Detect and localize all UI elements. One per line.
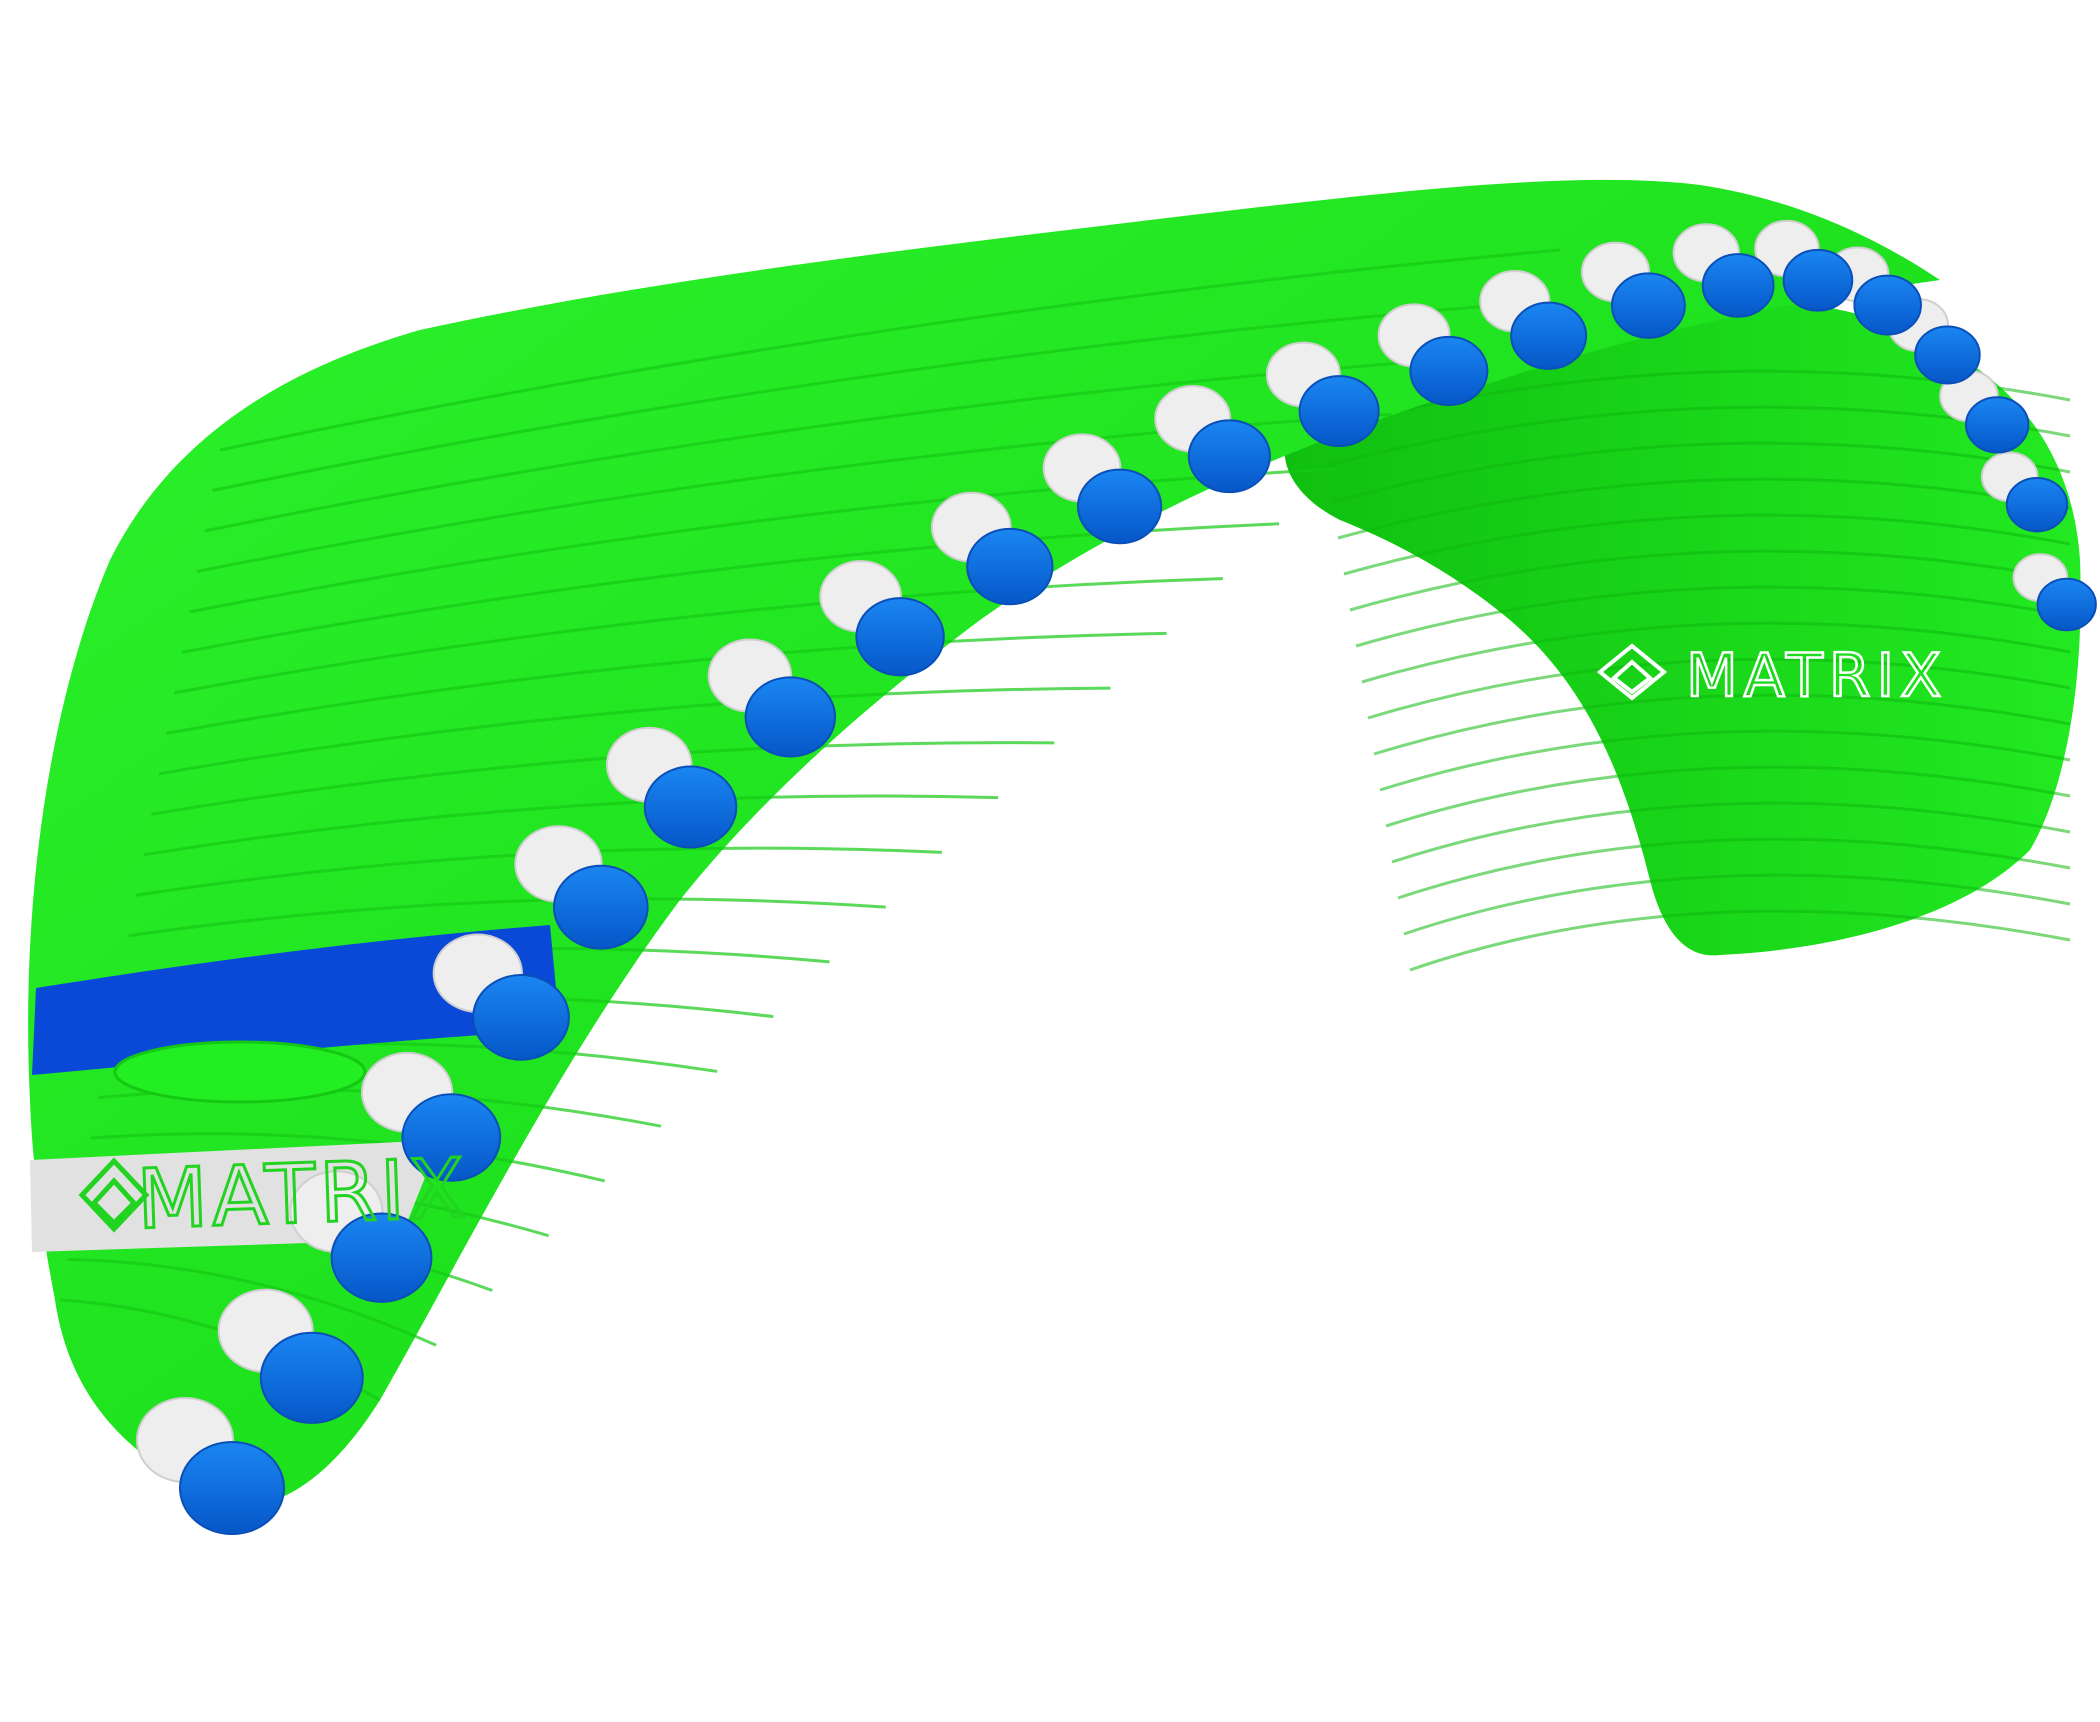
underside-rib-line (1391, 801, 2071, 864)
leading-edge-blue-cell (1701, 253, 1775, 318)
rib-line (158, 686, 1111, 776)
diamond-logo-icon (78, 1157, 150, 1233)
leading-edge-blue-cell (1510, 301, 1588, 370)
canopy-bump (113, 1040, 367, 1104)
underside-rib-line (1367, 657, 2071, 720)
underside-rib-line (1385, 765, 2071, 828)
leading-edge-blue-cell (1965, 396, 2030, 454)
leading-edge-blue-cell (744, 676, 837, 758)
rib-line (143, 794, 999, 857)
underside-rib-line (1331, 441, 2071, 504)
rib-line (204, 358, 1448, 533)
leading-edge-blue-cell (1298, 375, 1380, 448)
rib-line (67, 1258, 437, 1347)
rib-line (219, 248, 1561, 452)
leading-edge-blue-cell (401, 1093, 502, 1182)
leading-edge-blue-cell (1914, 325, 1981, 385)
leading-edge-blue-cell (1782, 248, 1854, 312)
rib-line (90, 1132, 606, 1183)
leading-edge-blue-cell (966, 527, 1054, 606)
leading-edge-blue-cell (1853, 274, 1922, 336)
diamond-logo-icon (1596, 643, 1668, 701)
leading-edge-blue-cell (553, 864, 649, 950)
canopy-top-surface (28, 179, 1941, 1506)
rib-line (212, 303, 1504, 492)
rib-line (151, 741, 1055, 816)
leading-edge-blue-cell (259, 1331, 364, 1424)
leading-edge-blue-cell (1077, 468, 1163, 545)
right-logo-text: MATRIX (1686, 641, 1947, 711)
rib-line (128, 897, 886, 938)
underside-rib-line (1349, 549, 2071, 612)
leading-edge-blue-cell (330, 1212, 433, 1303)
underside-rib-line (1373, 693, 2071, 756)
underside-rib-line (1355, 585, 2071, 648)
underside-rib-line (1379, 729, 2071, 792)
rib-line (166, 631, 1167, 735)
underside-rib-line (1337, 477, 2071, 540)
leading-edge-blue-cell (472, 974, 570, 1061)
leading-edge-blue-cell (2036, 577, 2097, 632)
leading-edge-blue-cell (1409, 335, 1489, 406)
leading-edge-blue-cell (855, 597, 945, 677)
underside-rib-line (1361, 621, 2071, 684)
underside-rib-line (1397, 837, 2071, 900)
rib-line (174, 577, 1223, 695)
left-logo-text: MATRIX (135, 1141, 470, 1248)
left-matrix-logo: MATRIX (78, 1140, 472, 1249)
leading-edge-blue-cell (2005, 476, 2069, 533)
rib-line (189, 467, 1336, 614)
leading-edge-blue-cell (1611, 272, 1686, 339)
leading-edge-blue-cell (179, 1441, 285, 1535)
leading-edge-blue-cell (1187, 419, 1271, 494)
underside-rib-line (1409, 909, 2071, 972)
underside-rib-line (1403, 873, 2071, 936)
leading-edge-blue-cell (643, 765, 738, 849)
underside-rib-line (1343, 513, 2071, 576)
underside-ribs (1319, 369, 2071, 972)
right-matrix-logo: MATRIX (1596, 640, 1947, 712)
blue-stripe (32, 925, 560, 1075)
leading-edge-blue-cells (179, 248, 2097, 1535)
